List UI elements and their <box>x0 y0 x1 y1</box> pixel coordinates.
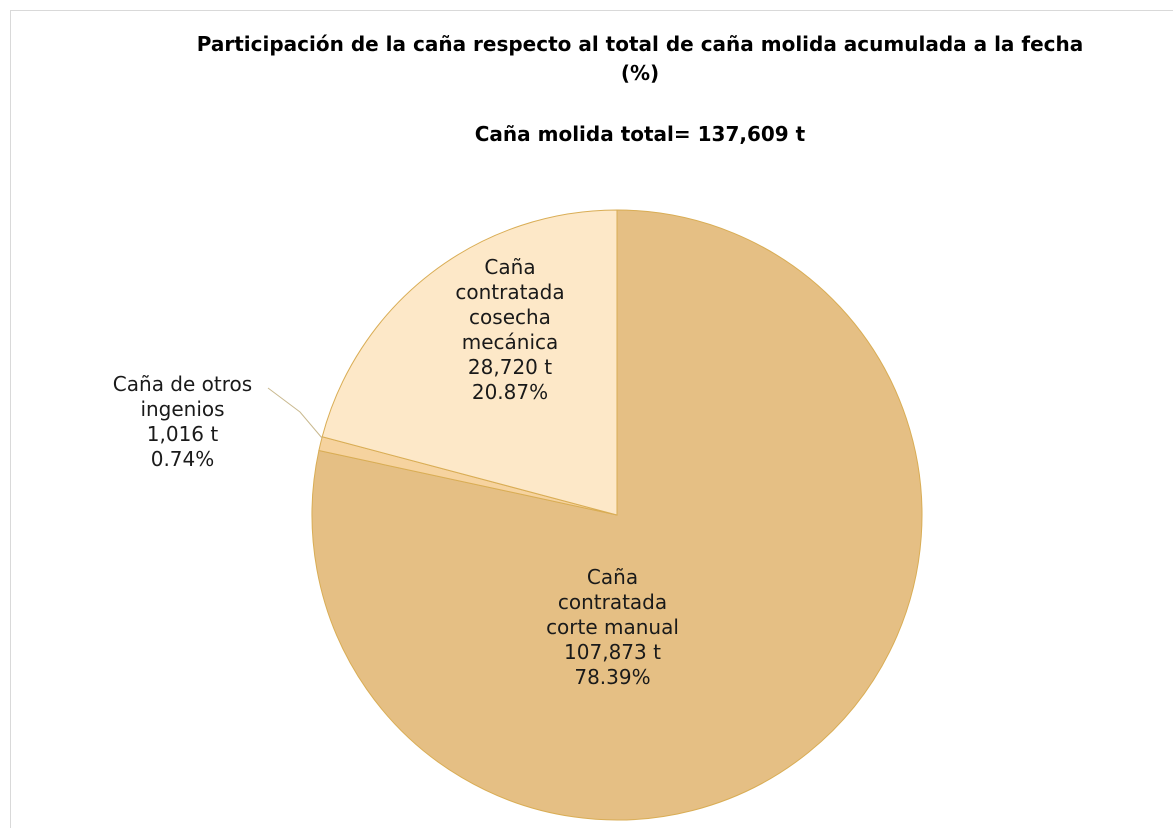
slice-label: Caña contratada corte manual 107,873 t 78.… <box>530 565 695 690</box>
amount-label: 1,016 t <box>146 422 219 446</box>
chart-title: Participación de la caña respecto al tot… <box>196 32 1084 85</box>
amount-label: 28,720 t <box>467 355 553 379</box>
leader-line <box>267 387 323 439</box>
slice-label: Caña contratada cosecha mecánica 28,720 t… <box>440 255 580 405</box>
chart-frame <box>10 10 1173 828</box>
value-label: 78.39% <box>574 665 651 689</box>
category-label: Caña contratada corte manual <box>546 565 679 639</box>
category-label: Caña contratada cosecha mecánica <box>455 255 565 354</box>
pie-slice <box>321 209 618 516</box>
slice-label: Caña de otros ingenios 1,016 t 0.74% <box>95 372 270 472</box>
value-label: 20.87% <box>471 380 549 404</box>
amount-label: 107,873 t <box>564 640 661 664</box>
value-label: 0.74% <box>150 447 215 471</box>
category-label: Caña de otros ingenios <box>112 372 253 421</box>
chart-subtitle: Caña molida total= 137,609 t <box>474 122 806 146</box>
